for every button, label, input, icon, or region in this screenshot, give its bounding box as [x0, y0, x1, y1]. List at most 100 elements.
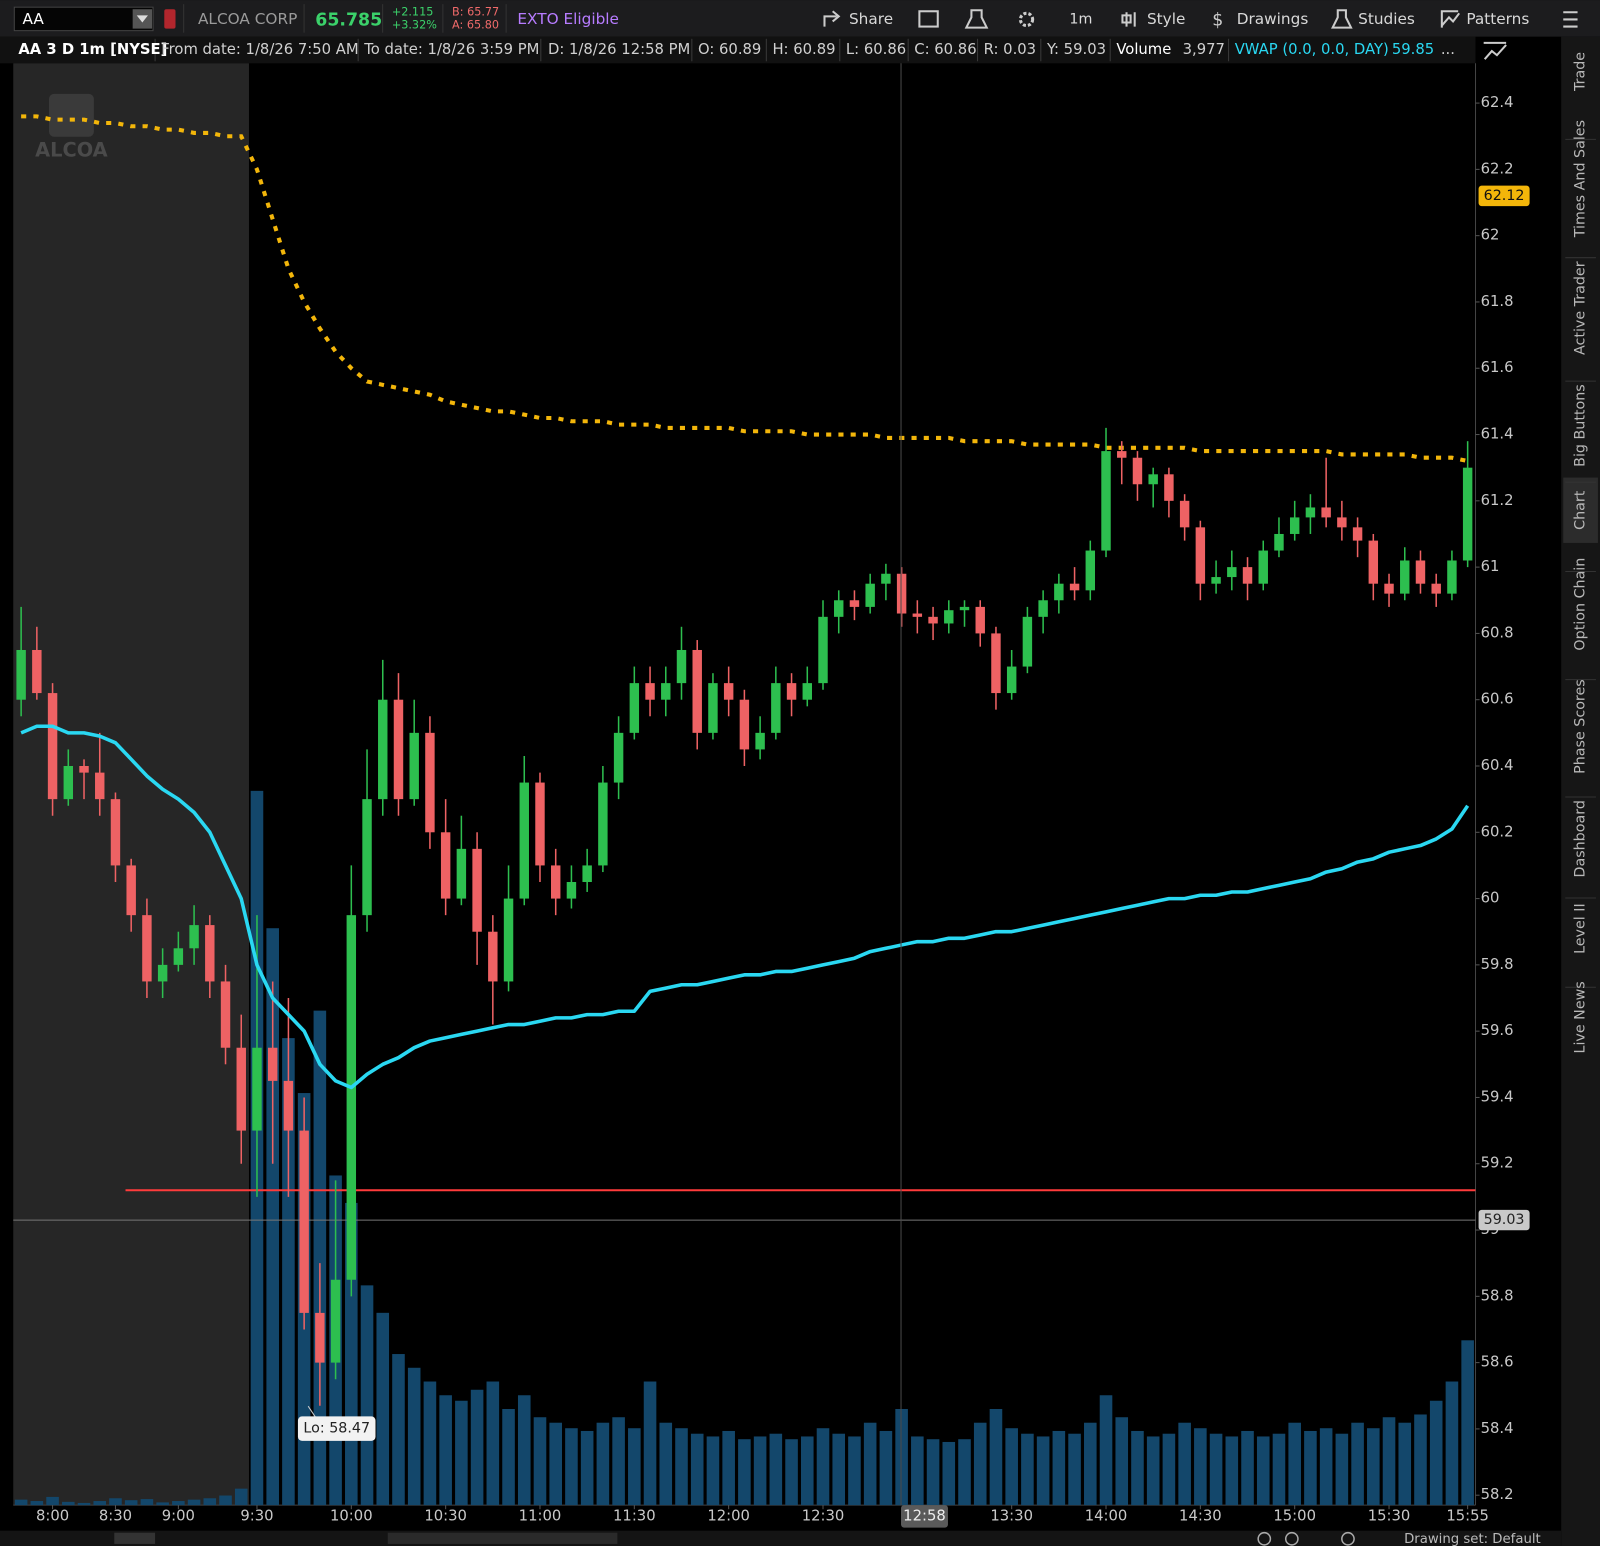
volume-bar	[109, 1498, 122, 1506]
studies-button[interactable]: Studies	[1358, 10, 1415, 28]
candle-body	[220, 981, 231, 1048]
volume-bar	[486, 1381, 500, 1506]
side-tab[interactable]: Big Buttons	[1573, 384, 1589, 467]
volume-bar	[1036, 1436, 1050, 1506]
volume-bar	[1209, 1433, 1223, 1506]
candle-body	[1038, 600, 1048, 617]
crosshair[interactable]	[1341, 1531, 1355, 1546]
volume-bar	[1052, 1430, 1066, 1506]
candle-body	[535, 782, 545, 866]
x-tick-label: 12:00	[707, 1507, 750, 1524]
volume-bar	[863, 1422, 877, 1506]
volume-bar	[502, 1408, 515, 1506]
x-tick-label: 14:30	[1179, 1507, 1222, 1524]
side-tab[interactable]: Dashboard	[1573, 800, 1589, 877]
chart-icon[interactable]	[1483, 41, 1507, 60]
candle-body	[79, 765, 89, 773]
drawings-button[interactable]: Drawings	[1237, 10, 1309, 28]
patterns-button[interactable]: Patterns	[1466, 10, 1529, 28]
layout-button[interactable]	[918, 10, 939, 28]
volume-value: 3,977	[1183, 41, 1225, 58]
y-tick-label: 58.6	[1481, 1354, 1514, 1371]
side-tab[interactable]: Chart	[1573, 490, 1589, 530]
candle-body	[440, 832, 451, 899]
side-tab[interactable]: Phase Scores	[1573, 679, 1589, 774]
x-tick-label: 10:30	[424, 1507, 467, 1524]
bid: B: 65.77	[452, 5, 499, 18]
candle-body	[708, 683, 718, 733]
volume-bar	[1367, 1428, 1380, 1506]
candle-body	[330, 1279, 341, 1363]
volume-bar	[628, 1428, 641, 1506]
volume-bar	[958, 1439, 971, 1506]
candle-body	[362, 799, 372, 916]
volume-bar	[1272, 1433, 1286, 1506]
candle-body	[849, 600, 860, 607]
volume-bar	[643, 1381, 657, 1506]
candle-body	[1069, 583, 1080, 591]
candle-body	[598, 782, 608, 866]
symbol[interactable]: AA	[22, 10, 44, 28]
volume-bar	[1084, 1422, 1097, 1506]
info-bar-bg	[0, 36, 1600, 64]
candle-body	[456, 848, 467, 899]
volume-bar	[1178, 1422, 1191, 1506]
volume-bar	[1319, 1428, 1333, 1506]
side-tab[interactable]: Times And Sales	[1573, 120, 1589, 238]
share-button[interactable]: Share	[849, 10, 893, 28]
candle-body	[1054, 583, 1064, 601]
candle-body	[818, 616, 828, 684]
range: R: 0.03	[984, 41, 1036, 58]
drawing-set[interactable]: Drawing set: Default	[1404, 1532, 1541, 1546]
symbol-input[interactable]	[13, 6, 154, 32]
y-tick-label: 59.6	[1481, 1022, 1514, 1039]
vwap-label: VWAP (0.0, 0.0, DAY)	[1235, 41, 1389, 58]
y-tick-label: 62	[1481, 227, 1500, 244]
volume-bar	[203, 1498, 217, 1506]
y-tick-label: 59.8	[1481, 956, 1514, 973]
y-tick-label: 61.6	[1481, 359, 1514, 376]
zoom-out[interactable]	[1257, 1531, 1272, 1546]
candle-body	[613, 732, 624, 783]
from-date: From date: 1/8/26 7:50 AM	[161, 41, 358, 58]
volume-bar	[1241, 1430, 1254, 1506]
candle-body	[1274, 533, 1284, 551]
side-tab[interactable]: Option Chain	[1573, 558, 1589, 651]
y-tick-label: 60.6	[1481, 691, 1514, 708]
scrollbar-thumb[interactable]	[387, 1532, 618, 1544]
volume-bar	[77, 1502, 91, 1506]
volume-bar	[1099, 1395, 1113, 1506]
candle-body	[645, 683, 655, 700]
candle-body	[1415, 560, 1426, 584]
volume-bar	[816, 1428, 830, 1506]
candle-body	[157, 964, 168, 982]
candle-body	[1211, 577, 1221, 584]
settings-button[interactable]	[1018, 11, 1035, 28]
style-button[interactable]: Style	[1147, 10, 1185, 28]
lab-button[interactable]	[964, 9, 989, 29]
zoom-handle[interactable]	[114, 1532, 156, 1544]
volume-bar	[156, 1502, 169, 1506]
candle-body	[126, 865, 136, 916]
exto[interactable]: EXTO Eligible	[517, 10, 619, 28]
y-tick-label: 61	[1481, 558, 1500, 575]
candle-body	[95, 772, 105, 800]
candle-body	[1289, 517, 1300, 534]
volume-bar	[895, 1408, 908, 1506]
candle-body	[1384, 583, 1394, 594]
open: O: 60.89	[698, 41, 761, 58]
volume-bar	[690, 1433, 704, 1506]
side-tab[interactable]: Active Trader	[1573, 261, 1589, 355]
side-tab[interactable]: Level II	[1573, 903, 1589, 954]
menu-button[interactable]	[1563, 11, 1578, 28]
more[interactable]: ...	[1441, 41, 1455, 58]
volume-bar	[1225, 1436, 1239, 1506]
volume-bar	[769, 1433, 783, 1506]
volume-bar	[989, 1408, 1003, 1506]
volume-bar	[1068, 1433, 1081, 1506]
interval-button[interactable]: 1m	[1069, 11, 1092, 27]
side-tab[interactable]: Trade	[1573, 52, 1589, 92]
zoom-in[interactable]	[1284, 1531, 1299, 1546]
side-tab[interactable]: Live News	[1573, 981, 1589, 1053]
